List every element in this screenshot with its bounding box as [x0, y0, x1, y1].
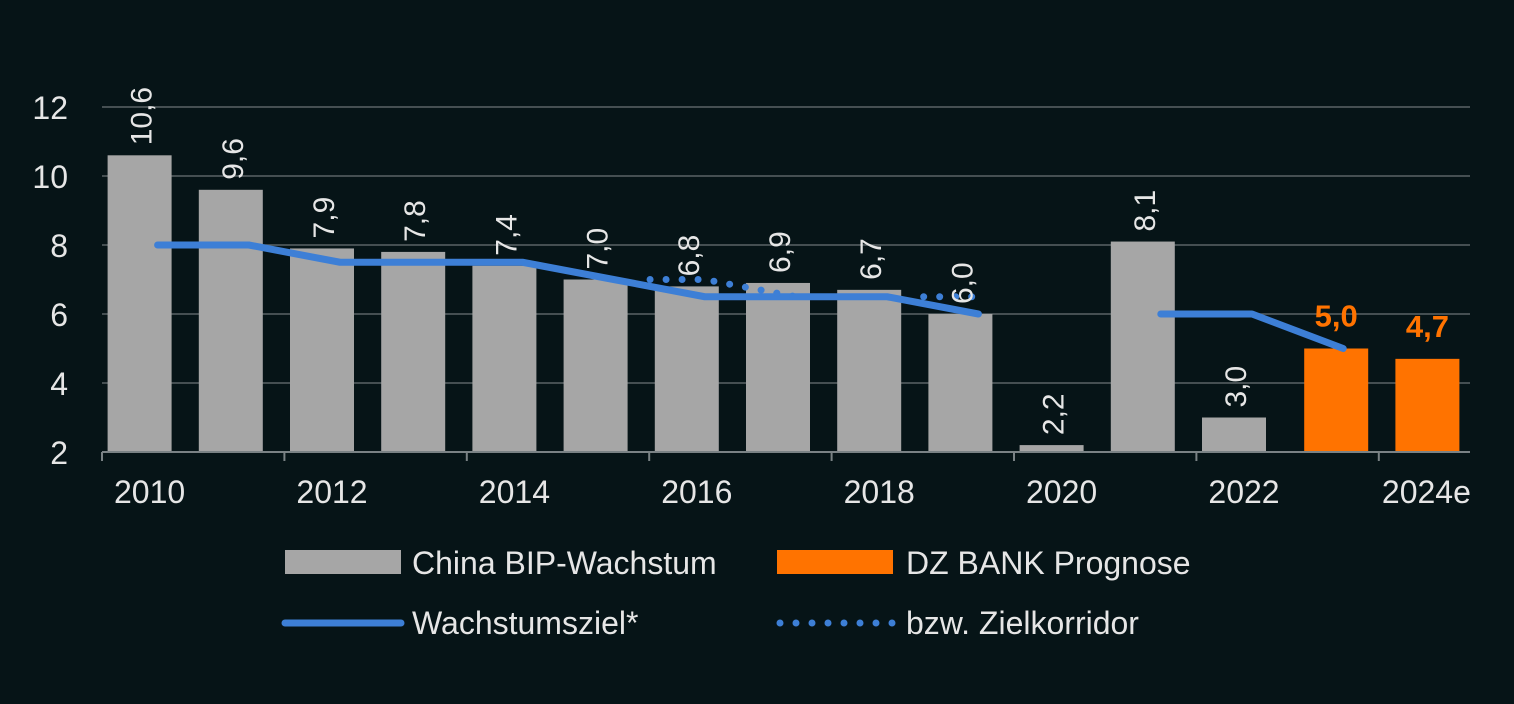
data-label: 2,2 — [1038, 393, 1071, 435]
data-label: 7,8 — [399, 200, 432, 242]
data-label: 7,9 — [308, 197, 341, 239]
x-tick-label: 2022 — [1208, 474, 1279, 510]
data-label: 4,7 — [1406, 309, 1449, 344]
data-label: 6,7 — [855, 238, 888, 280]
x-tick-label: 2016 — [661, 474, 732, 510]
bar-2018 — [837, 289, 902, 452]
legend-swatch-china-gdp — [285, 550, 401, 574]
bar-2014 — [472, 265, 537, 452]
bar-2016 — [654, 286, 719, 452]
legend-label-target-corridor: bzw. Zielkorridor — [906, 605, 1139, 641]
legend-swatch-dz-bank-forecast — [777, 550, 893, 574]
bar-2013 — [381, 251, 446, 452]
growth-target-line — [1157, 310, 1347, 352]
bar-2015 — [563, 279, 628, 452]
bar-2021 — [1110, 241, 1175, 452]
target-corridor-line — [646, 276, 800, 301]
bar-2020 — [1019, 445, 1084, 452]
bar-2024e — [1395, 358, 1460, 452]
data-label: 9,6 — [217, 138, 250, 180]
x-tick-label: 2024e — [1382, 474, 1471, 510]
x-tick-label: 2010 — [114, 474, 185, 510]
bar-2012 — [290, 248, 354, 452]
y-tick-label: 2 — [50, 435, 68, 471]
data-label: 8,1 — [1129, 190, 1162, 232]
data-label: 5,0 — [1315, 299, 1358, 334]
x-tick-label: 2020 — [1026, 474, 1097, 510]
y-tick-label: 8 — [50, 228, 68, 264]
bar-2011 — [198, 189, 263, 453]
data-label: 10,6 — [126, 87, 159, 145]
data-label: 6,0 — [946, 262, 979, 304]
data-label: 7,4 — [490, 214, 523, 256]
legend-label-dz-bank-forecast: DZ BANK Prognose — [906, 545, 1191, 581]
bar-2023 — [1304, 348, 1369, 452]
bar-2019 — [928, 314, 993, 452]
legend-label-growth-target: Wachstumsziel* — [412, 605, 638, 641]
data-label: 3,0 — [1220, 366, 1253, 408]
legend: China BIP-Wachstum DZ BANK Prognose Wach… — [281, 545, 1191, 641]
legend-label-china-gdp: China BIP-Wachstum — [412, 545, 717, 581]
growth-target-line — [154, 241, 982, 318]
x-tick-label: 2014 — [479, 474, 550, 510]
bar-2022 — [1202, 417, 1266, 452]
y-tick-label: 4 — [50, 366, 68, 402]
data-label: 6,8 — [673, 235, 706, 277]
x-tick-label: 2018 — [844, 474, 915, 510]
y-tick-label: 10 — [32, 159, 68, 195]
data-label: 7,0 — [582, 228, 615, 270]
bar-2010 — [107, 155, 172, 453]
data-label: 6,9 — [764, 231, 797, 273]
y-tick-label: 6 — [50, 297, 68, 333]
bar-2017 — [746, 282, 810, 452]
y-tick-label: 12 — [32, 90, 68, 126]
x-tick-label: 2012 — [296, 474, 367, 510]
